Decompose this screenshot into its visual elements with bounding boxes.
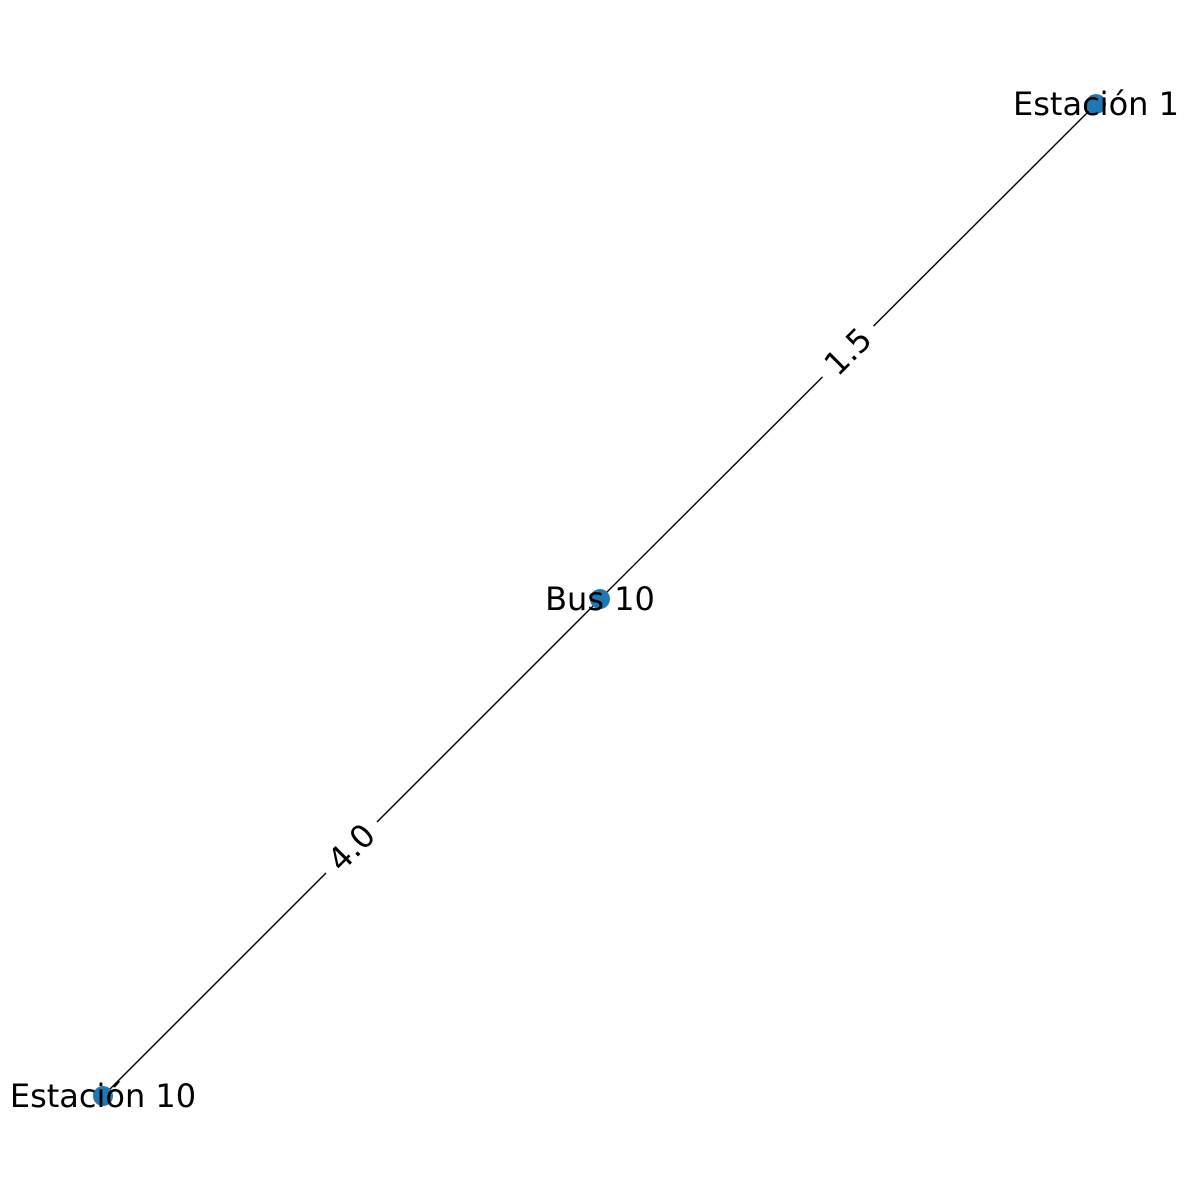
node-label-n1: Estación 1 xyxy=(1013,85,1179,123)
node-n2 xyxy=(590,589,610,609)
node-n1 xyxy=(1086,94,1106,114)
nodes-layer xyxy=(93,94,1106,1106)
node-labels-layer: Estación 1 Bus 10 Estación 10 xyxy=(10,85,1179,1115)
edge-label-background xyxy=(310,806,393,889)
node-label-n2: Bus 10 xyxy=(545,580,655,618)
edge-label-background xyxy=(806,310,890,393)
node-n3 xyxy=(93,1086,113,1106)
edge-labels-layer: 1.54.0 xyxy=(310,310,890,889)
node-label-n3: Estación 10 xyxy=(10,1077,196,1115)
